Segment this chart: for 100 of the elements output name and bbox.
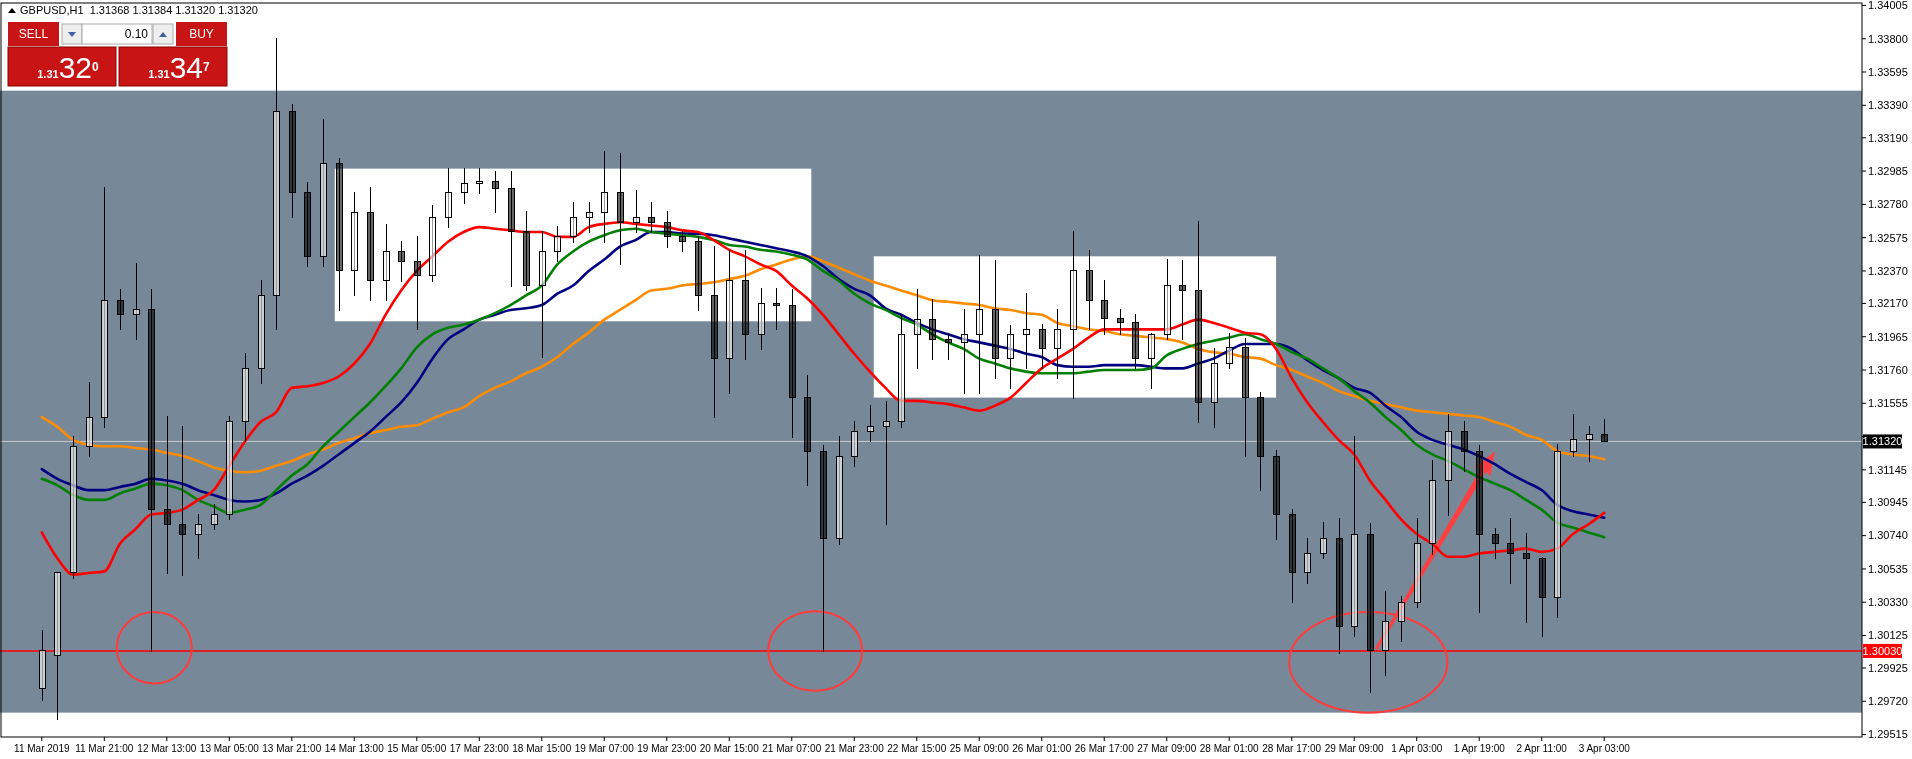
candlestick: [1289, 507, 1296, 604]
y-tick-label: 1.33800: [1868, 32, 1908, 45]
y-tick-label: 1.30945: [1868, 496, 1908, 509]
candlestick: [492, 170, 499, 215]
y-tick-label: 1.32780: [1868, 198, 1908, 211]
candlestick: [1554, 442, 1561, 619]
candlestick: [820, 444, 827, 653]
y-tick-label: 1.32170: [1868, 297, 1908, 310]
x-tick-label: 27 Mar 09:00: [1137, 743, 1197, 754]
candlestick: [1476, 444, 1483, 614]
x-tick-label: 1 Apr 19:00: [1453, 743, 1506, 754]
candlestick: [929, 298, 936, 361]
candlestick: [476, 166, 483, 195]
y-tick-label: 1.30125: [1868, 629, 1908, 642]
x-tick-label: 18 Mar 15:00: [512, 743, 572, 754]
x-tick-label: 13 Mar 21:00: [262, 743, 322, 754]
candlestick: [258, 278, 265, 385]
candlestick: [1195, 220, 1202, 424]
candlestick: [1179, 259, 1186, 341]
candlestick: [898, 313, 905, 429]
candlestick: [1320, 520, 1327, 561]
candlestick: [586, 200, 593, 234]
y-tick-label: 1.29515: [1868, 728, 1908, 741]
candlestick: [867, 403, 874, 444]
candlestick: [242, 352, 249, 444]
candlestick: [508, 170, 515, 288]
y-tick-label: 1.29925: [1868, 661, 1908, 674]
candlestick: [523, 210, 530, 293]
y-tick-label: 1.32985: [1868, 164, 1908, 177]
candlestick: [554, 225, 561, 263]
candlestick: [1070, 230, 1077, 400]
candlestick: [336, 157, 343, 312]
x-tick-label: 29 Mar 09:00: [1324, 743, 1385, 754]
candlestick: [461, 166, 468, 205]
x-tick-label: 11 Mar 21:00: [75, 743, 134, 754]
candlestick: [148, 288, 155, 653]
candlestick: [726, 249, 733, 395]
candlestick: [1570, 413, 1577, 458]
y-tick-label: 1.30535: [1868, 562, 1908, 575]
candlestick: [1398, 595, 1405, 643]
candlestick: [1351, 434, 1358, 639]
candlestick: [1086, 249, 1093, 332]
candlestick: [679, 230, 686, 254]
candlestick: [133, 262, 140, 341]
candlestick: [789, 288, 796, 439]
x-tick-label: 15 Mar 05:00: [387, 743, 447, 754]
y-tick-label: 1.30330: [1868, 596, 1908, 609]
x-tick-label: 19 Mar 23:00: [637, 743, 697, 754]
x-tick-label: 11 Mar 2019: [14, 743, 70, 754]
candlestick: [633, 189, 640, 234]
candlestick: [1492, 527, 1499, 561]
candlestick: [992, 259, 999, 380]
candlestick: [1539, 556, 1546, 639]
candlestick: [179, 425, 186, 577]
candlestick: [1132, 313, 1139, 371]
candlestick: [1211, 347, 1218, 429]
candlestick: [1039, 322, 1046, 371]
candlestick: [1429, 459, 1436, 556]
candlestick: [304, 181, 311, 268]
y-tick-label: 1.33190: [1868, 131, 1908, 144]
annotation: 1.3134$^{7}$: [148, 51, 211, 84]
candlestick: [211, 503, 218, 531]
y-tick-label: 1.31760: [1868, 363, 1908, 376]
y-tick-label: 1.31555: [1868, 397, 1908, 410]
candlestick: [1523, 532, 1530, 624]
annotation: SELL: [18, 27, 49, 42]
candlestick: [289, 103, 296, 220]
candlestick: [1445, 413, 1452, 517]
candlestick: [1382, 590, 1389, 678]
candlestick: [976, 254, 983, 395]
candlestick: [804, 374, 811, 488]
candlestick: [1367, 522, 1374, 694]
candlestick: [367, 186, 374, 302]
x-tick-label: 1 Apr 03:00: [1391, 743, 1443, 754]
x-tick-label: 17 Mar 23:00: [449, 743, 510, 754]
chart-title: GBPUSD,H1 1.31368 1.31384 1.31320 1.31320: [20, 4, 258, 16]
candlestick: [1117, 308, 1124, 337]
candlestick: [164, 415, 171, 575]
x-tick-label: 12 Mar 13:00: [137, 743, 197, 754]
y-tick-label: 1.32370: [1868, 264, 1908, 277]
candlestick: [320, 118, 327, 268]
candlestick: [711, 244, 718, 419]
candlestick: [195, 512, 202, 561]
y-tick-label: 1.34005: [1868, 0, 1908, 12]
candlestick: [273, 36, 280, 332]
x-tick-label: 28 Mar 17:00: [1262, 743, 1322, 754]
candlestick: [1273, 449, 1280, 541]
candlestick: [648, 200, 655, 234]
candlestick: [1257, 390, 1264, 492]
candlestick: [695, 235, 702, 312]
candlestick: [1461, 420, 1468, 473]
candlestick: [117, 288, 124, 332]
candlestick: [1242, 337, 1249, 458]
x-tick-label: 22 Mar 15:00: [887, 743, 947, 754]
candlestick: [1226, 332, 1233, 371]
candlestick: [914, 288, 921, 371]
candlestick: [851, 420, 858, 468]
candlestick: [1336, 517, 1343, 655]
x-tick-label: 13 Mar 05:00: [199, 743, 260, 754]
ref-line-label: 1.31320: [1862, 435, 1903, 448]
